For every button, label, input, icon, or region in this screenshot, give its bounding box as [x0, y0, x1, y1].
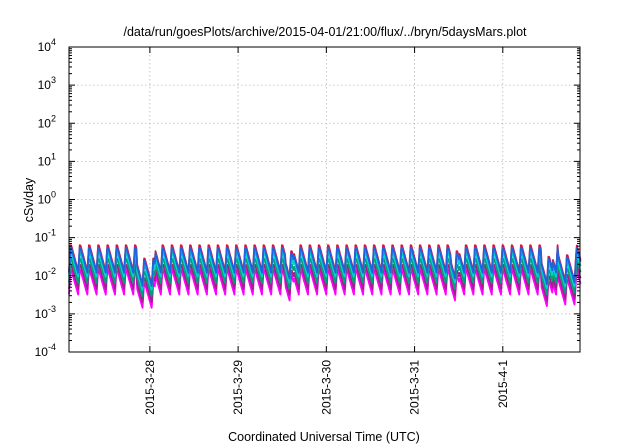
series-layer — [68, 244, 582, 309]
x-tick-label: 2015-3-28 — [143, 360, 157, 415]
x-tick-label: 2015-4-1 — [496, 360, 510, 408]
x-tick-label: 2015-3-30 — [319, 360, 333, 415]
axis-layer: 10-4 10-3 10-2 10-1 100 101 102 103 104 2015-3-28… — [35, 37, 580, 415]
y-tick-label: 10-2 — [35, 266, 56, 283]
grid-layer — [69, 47, 580, 352]
series-line-2 — [68, 257, 582, 297]
y-tick-label: 10-4 — [35, 342, 56, 359]
y-tick-label: 102 — [38, 113, 56, 130]
y-tick-label: 100 — [38, 190, 56, 207]
y-tick-label: 103 — [38, 75, 56, 92]
y-tick-label: 10-1 — [35, 228, 56, 245]
y-axis-label: cSv/day — [22, 177, 36, 222]
series-line-3 — [68, 251, 582, 291]
chart-title: /data/run/goesPlots/archive/2015-04-01/2… — [123, 25, 527, 39]
y-tick-label: 10-3 — [35, 304, 56, 321]
y-tick-label: 101 — [38, 151, 56, 168]
series-line-0 — [68, 269, 582, 309]
x-axis-label: Coordinated Universal Time (UTC) — [228, 430, 420, 444]
series-line-1 — [68, 263, 582, 304]
x-tick-label: 2015-3-29 — [231, 360, 245, 415]
x-tick-label: 2015-3-31 — [408, 360, 422, 415]
series-line-5 — [68, 246, 582, 287]
y-tick-label: 104 — [38, 37, 56, 54]
